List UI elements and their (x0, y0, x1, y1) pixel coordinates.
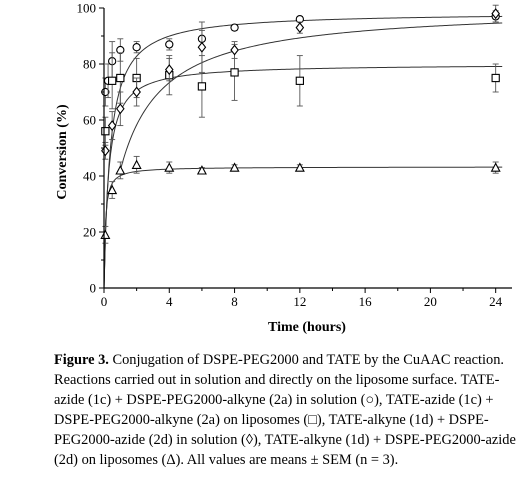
x-tick-label: 20 (424, 294, 437, 309)
data-point-square (230, 68, 239, 77)
data-point-triangle (294, 162, 305, 172)
y-tick-label: 100 (77, 1, 97, 16)
data-point-triangle (490, 162, 501, 172)
x-tick-label: 4 (166, 294, 173, 309)
x-tick-label: 0 (101, 294, 108, 309)
fit-curve-triangle (103, 166, 503, 289)
data-point-square (491, 73, 500, 83)
figure-caption: Figure 3. Conjugation of DSPE-PEG2000 an… (54, 350, 524, 470)
conversion-chart: 0 4 8 12 16 20 24 0 20 40 60 80 100 Time (hours) Co… (55, 1, 512, 335)
x-axis: 0 4 8 12 16 20 24 (101, 287, 512, 309)
data-point-triangle (107, 184, 118, 195)
y-tick-label: 60 (83, 113, 96, 128)
y-tick-label: 20 (83, 225, 96, 240)
y-tick-label: 0 (90, 281, 97, 296)
y-axis-title: Conversion (%) (55, 104, 70, 200)
y-axis: 0 20 40 60 80 100 (77, 1, 105, 296)
x-tick-label: 16 (359, 294, 373, 309)
data-point-triangle (131, 159, 142, 169)
data-point-diamond (491, 8, 500, 20)
figure-label: Figure 3. (54, 352, 109, 368)
data-point-diamond (132, 86, 141, 98)
data-point-diamond (116, 103, 125, 115)
data-point-diamond (164, 64, 174, 76)
fit-curve-diamond (119, 22, 503, 171)
data-point-square (108, 76, 117, 85)
x-axis-title: Time (hours) (268, 320, 346, 335)
data-point-triangle (196, 165, 207, 175)
x-tick-label: 12 (293, 294, 306, 309)
data-point-diamond (230, 44, 239, 56)
y-tick-label: 40 (83, 169, 96, 184)
data-point-circle (230, 23, 239, 32)
x-tick-label: 24 (489, 294, 503, 309)
data-point-triangle (100, 229, 111, 239)
data-point-diamond (107, 120, 117, 132)
data-point-square (197, 82, 207, 91)
data-point-diamond (197, 41, 207, 53)
data-point-square (295, 76, 304, 85)
data-point-triangle (229, 162, 240, 172)
data-point-circle (165, 40, 174, 49)
x-tick-label: 8 (231, 294, 238, 309)
fit-curve-circle (103, 15, 503, 289)
data-point-circle (132, 43, 141, 52)
fit-curve-square (103, 65, 503, 289)
data-point-square (101, 127, 110, 136)
data-point-square (116, 73, 125, 83)
data-point-triangle (164, 162, 175, 172)
data-point-diamond (295, 22, 305, 34)
y-tick-label: 80 (83, 57, 96, 72)
figure-caption-text: Conjugation of DSPE-PEG2000 and TATE by … (54, 352, 516, 468)
data-point-triangle (115, 165, 126, 175)
plot-area (100, 4, 503, 289)
